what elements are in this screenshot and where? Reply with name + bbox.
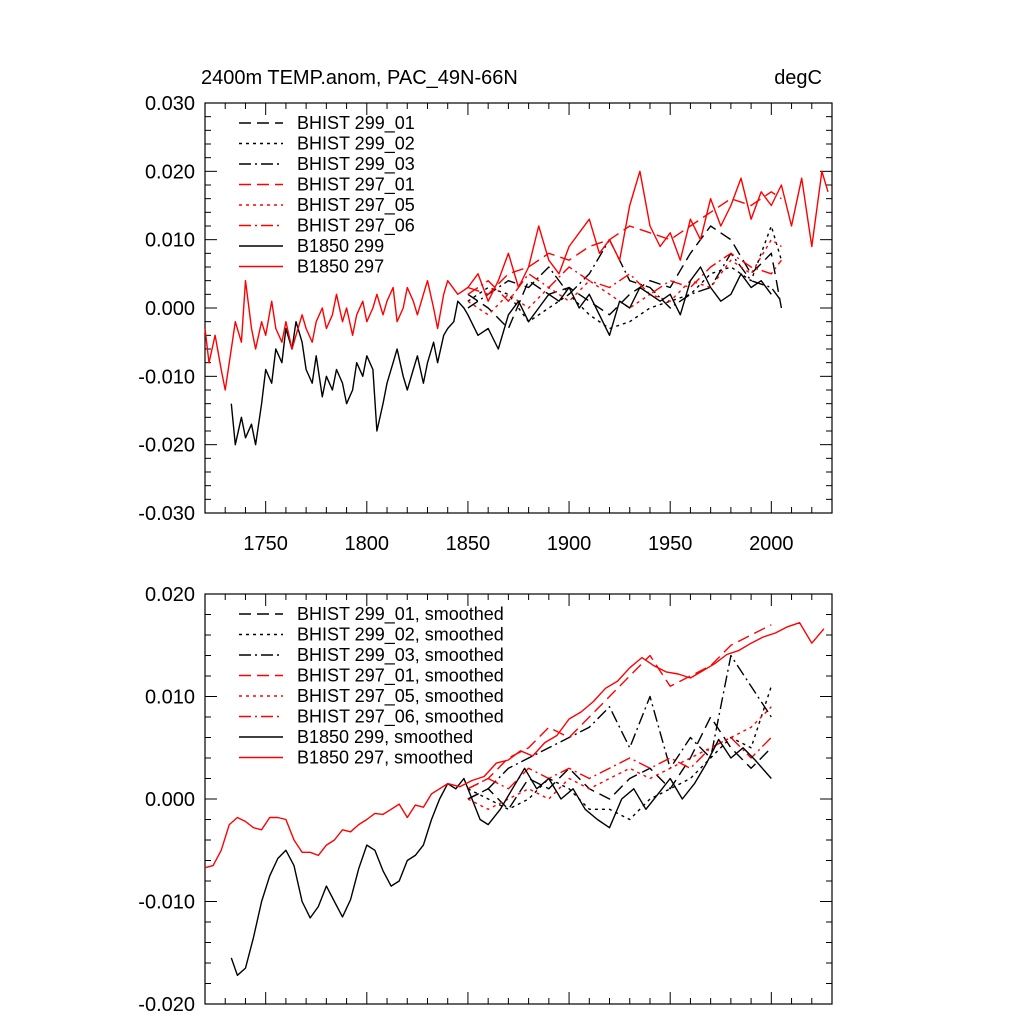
legend-label: BHIST 297_01: [297, 175, 415, 196]
y-tick-label: -0.020: [138, 435, 195, 457]
x-tick-label: 1900: [547, 533, 592, 555]
y-tick-label: 0.020: [145, 161, 195, 183]
legend-label: BHIST 297_01, smoothed: [297, 666, 504, 687]
series-line: [467, 624, 772, 790]
y-tick-label: 0.030: [145, 93, 195, 115]
legend-label: BHIST 299_01, smoothed: [297, 604, 504, 625]
series-line: [467, 686, 772, 821]
series-line: [467, 225, 783, 330]
series-line: [467, 706, 772, 810]
chart-units: degC: [774, 67, 822, 89]
legend-label: B1850 297: [297, 257, 384, 277]
series-line: [467, 238, 782, 309]
legend-label: BHIST 297_06: [297, 216, 415, 237]
y-tick-label: 0.000: [145, 789, 195, 811]
y-tick-label: 0.020: [145, 584, 195, 606]
series-line: [467, 654, 772, 800]
legend-label: BHIST 299_03: [297, 154, 415, 175]
legend-label: BHIST 299_02, smoothed: [297, 625, 504, 646]
y-tick-label: -0.030: [138, 503, 195, 525]
legend-label: BHIST 299_01: [297, 113, 415, 134]
x-tick-label: 1850: [446, 533, 491, 555]
chart-title: 2400m TEMP.anom, PAC_49N-66N: [201, 67, 518, 89]
legend-label: BHIST 299_03, smoothed: [297, 645, 504, 666]
bottom-panel: -0.020 -0.010 0.000 0.010 0.020 BHIST 299_01,…: [138, 584, 833, 1016]
y-tick-label: 0.000: [145, 298, 195, 320]
legend-label: B1850 299, smoothed: [297, 727, 473, 747]
series-line: [230, 738, 772, 976]
x-tick-label: 1800: [345, 533, 390, 555]
legend-label: B1850 297, smoothed: [297, 748, 473, 768]
legend-label: BHIST 297_06, smoothed: [297, 707, 504, 728]
y-tick-label: 0.010: [145, 230, 195, 252]
y-tick-label: -0.010: [138, 366, 195, 388]
y-tick-label: -0.010: [138, 892, 195, 914]
y-tick-label: 0.010: [145, 687, 195, 709]
series-line: [204, 170, 829, 391]
legend-label: BHIST 297_05, smoothed: [297, 686, 504, 707]
legend-label: B1850 299: [297, 236, 384, 256]
x-tick-label: 1750: [243, 533, 288, 555]
top-panel: 1750 1800 1850 1900 1950 2000 -0.030 -0.020 -0.0…: [138, 93, 833, 555]
series-line: [467, 191, 782, 295]
y-tick-label: -0.020: [138, 994, 195, 1016]
series-line: [467, 225, 783, 330]
legend-label: BHIST 297_05: [297, 195, 415, 216]
x-tick-label: 1950: [648, 533, 693, 555]
series-line: [467, 716, 772, 810]
legend-label: BHIST 299_02: [297, 134, 415, 155]
series-line: [204, 622, 825, 869]
series-line: [467, 736, 772, 790]
series-line: [230, 266, 772, 446]
x-tick-label: 2000: [749, 533, 794, 555]
series-line: [467, 252, 782, 302]
